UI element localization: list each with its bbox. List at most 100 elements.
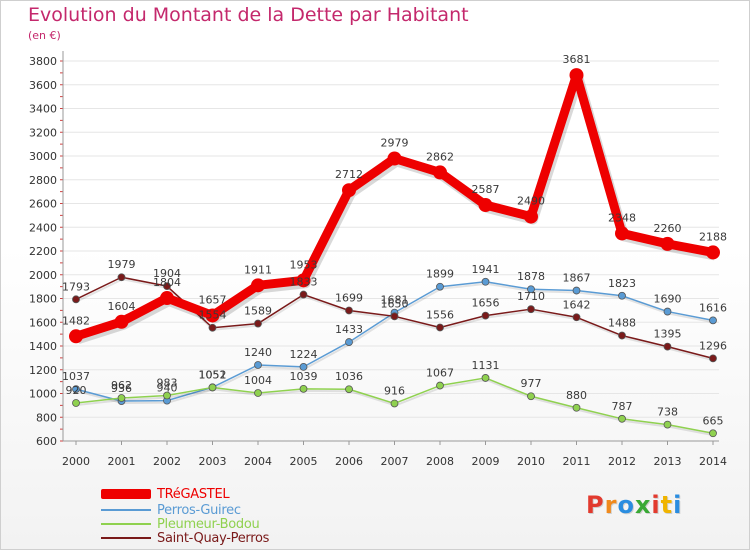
point-tregastel-2004 xyxy=(251,278,265,293)
data-label-tregastel: 3681 xyxy=(563,53,591,66)
point-pleumeur-bodou-2010 xyxy=(527,392,535,401)
data-label-tregastel: 2490 xyxy=(517,195,545,208)
data-label-tregastel: 1482 xyxy=(62,314,90,327)
data-label-tregastel: 2188 xyxy=(699,230,727,243)
data-label-perros-guirec: 1240 xyxy=(244,346,272,359)
data-label-saint-quay-perros: 1699 xyxy=(335,291,363,304)
logo-letter: t xyxy=(660,491,674,519)
legend-item-pleumeur-bodou: Pleumeur-Bodou xyxy=(101,516,260,532)
y-tick-label: 1400 xyxy=(29,340,57,353)
data-label-saint-quay-perros: 1979 xyxy=(108,258,136,271)
x-tick-label: 2006 xyxy=(335,455,363,468)
data-label-tregastel: 1657 xyxy=(199,293,227,306)
x-tick-label: 2004 xyxy=(244,455,272,468)
x-tick-label: 2008 xyxy=(426,455,454,468)
x-tick-label: 2013 xyxy=(654,455,682,468)
point-tregastel-2010 xyxy=(524,209,538,224)
data-label-tregastel: 1953 xyxy=(290,258,318,271)
point-pleumeur-bodou-2003 xyxy=(208,383,217,392)
data-label-pleumeur-bodou: 962 xyxy=(111,379,132,392)
data-label-pleumeur-bodou: 738 xyxy=(657,406,678,419)
point-tregastel-2011 xyxy=(569,68,584,83)
point-perros-guirec-2008 xyxy=(436,282,444,291)
data-label-perros-guirec: 1433 xyxy=(335,323,363,336)
point-pleumeur-bodou-2014 xyxy=(709,429,717,438)
data-label-tregastel: 2712 xyxy=(335,168,363,181)
point-saint-quay-perros-2013 xyxy=(663,342,672,351)
point-tregastel-2014 xyxy=(706,245,720,260)
x-tick-label: 2007 xyxy=(381,455,409,468)
point-pleumeur-bodou-2011 xyxy=(572,403,581,412)
point-saint-quay-perros-2005 xyxy=(299,290,308,299)
point-saint-quay-perros-2010 xyxy=(527,305,535,314)
point-perros-guirec-2011 xyxy=(572,286,581,295)
data-label-perros-guirec: 1052 xyxy=(199,368,227,381)
data-label-tregastel: 2979 xyxy=(381,136,409,149)
legend-swatch-perros-guirec xyxy=(101,509,151,511)
point-pleumeur-bodou-2001 xyxy=(117,394,126,402)
data-label-saint-quay-perros: 1589 xyxy=(244,305,272,318)
data-label-perros-guirec: 1037 xyxy=(62,370,90,383)
data-label-saint-quay-perros: 1556 xyxy=(426,308,454,321)
data-label-saint-quay-perros: 1395 xyxy=(654,328,682,341)
data-label-tregastel: 2260 xyxy=(654,222,682,235)
data-label-perros-guirec: 1616 xyxy=(699,301,727,314)
data-label-perros-guirec: 1878 xyxy=(517,270,545,283)
data-label-pleumeur-bodou: 880 xyxy=(566,389,587,402)
point-perros-guirec-2005 xyxy=(299,362,308,371)
point-perros-guirec-2013 xyxy=(663,307,672,316)
data-label-saint-quay-perros: 1488 xyxy=(608,317,636,330)
point-tregastel-2006 xyxy=(342,183,356,198)
series-pleumeur-bodou xyxy=(72,374,717,438)
point-pleumeur-bodou-2012 xyxy=(618,414,626,423)
point-pleumeur-bodou-2008 xyxy=(436,381,444,390)
data-label-tregastel: 2348 xyxy=(608,211,636,224)
point-saint-quay-perros-2006 xyxy=(345,306,353,315)
point-tregastel-2000 xyxy=(69,329,83,344)
data-label-saint-quay-perros: 1296 xyxy=(699,339,727,352)
y-tick-label: 3600 xyxy=(29,79,57,92)
axis-layer: 600 800 1000 1200 1400 1600 1800 2000 2200 2400 26… xyxy=(29,51,727,468)
x-tick-label: 2012 xyxy=(608,455,636,468)
y-tick-label: 2400 xyxy=(29,221,57,234)
y-tick-label: 1000 xyxy=(29,388,57,401)
logo-letter: i xyxy=(673,491,683,519)
data-label-pleumeur-bodou: 920 xyxy=(66,384,87,397)
data-label-saint-quay-perros: 1833 xyxy=(290,276,318,289)
x-tick-label: 2009 xyxy=(472,455,500,468)
point-tregastel-2001 xyxy=(114,314,129,329)
y-tick-label: 3800 xyxy=(29,55,57,68)
point-saint-quay-perros-2004 xyxy=(254,319,262,328)
x-tick-label: 2003 xyxy=(199,455,227,468)
point-pleumeur-bodou-2005 xyxy=(299,384,308,393)
data-label-perros-guirec: 1681 xyxy=(381,294,409,307)
point-perros-guirec-2004 xyxy=(254,361,262,369)
point-saint-quay-perros-2012 xyxy=(618,331,626,340)
point-tregastel-2008 xyxy=(433,165,447,180)
data-label-pleumeur-bodou: 1051 xyxy=(199,368,227,381)
point-saint-quay-perros-2007 xyxy=(390,312,399,321)
data-label-pleumeur-bodou: 1039 xyxy=(290,370,318,383)
data-label-saint-quay-perros: 1656 xyxy=(472,297,500,310)
data-label-perros-guirec: 1899 xyxy=(426,268,454,281)
point-perros-guirec-2006 xyxy=(345,338,353,346)
logo-letter: o xyxy=(617,491,635,519)
point-tregastel-2003 xyxy=(205,308,220,323)
point-saint-quay-perros-2002 xyxy=(163,282,171,291)
chart-subtitle: (en €) xyxy=(28,29,61,42)
data-label-pleumeur-bodou: 1004 xyxy=(244,374,272,387)
legend-label-pleumeur-bodou: Pleumeur-Bodou xyxy=(157,516,260,532)
point-perros-guirec-2000 xyxy=(72,385,80,394)
point-pleumeur-bodou-2006 xyxy=(345,385,353,394)
y-tick-label: 1200 xyxy=(29,364,57,377)
data-label-pleumeur-bodou: 1131 xyxy=(472,359,500,372)
y-tick-label: 3400 xyxy=(29,103,57,116)
series-tregastel xyxy=(69,68,720,345)
data-label-perros-guirec: 940 xyxy=(157,382,178,395)
proxiti-logo: Proxiti xyxy=(586,491,682,519)
data-label-saint-quay-perros: 1904 xyxy=(153,267,181,280)
x-tick-label: 2005 xyxy=(290,455,318,468)
point-tregastel-2007 xyxy=(387,151,402,166)
